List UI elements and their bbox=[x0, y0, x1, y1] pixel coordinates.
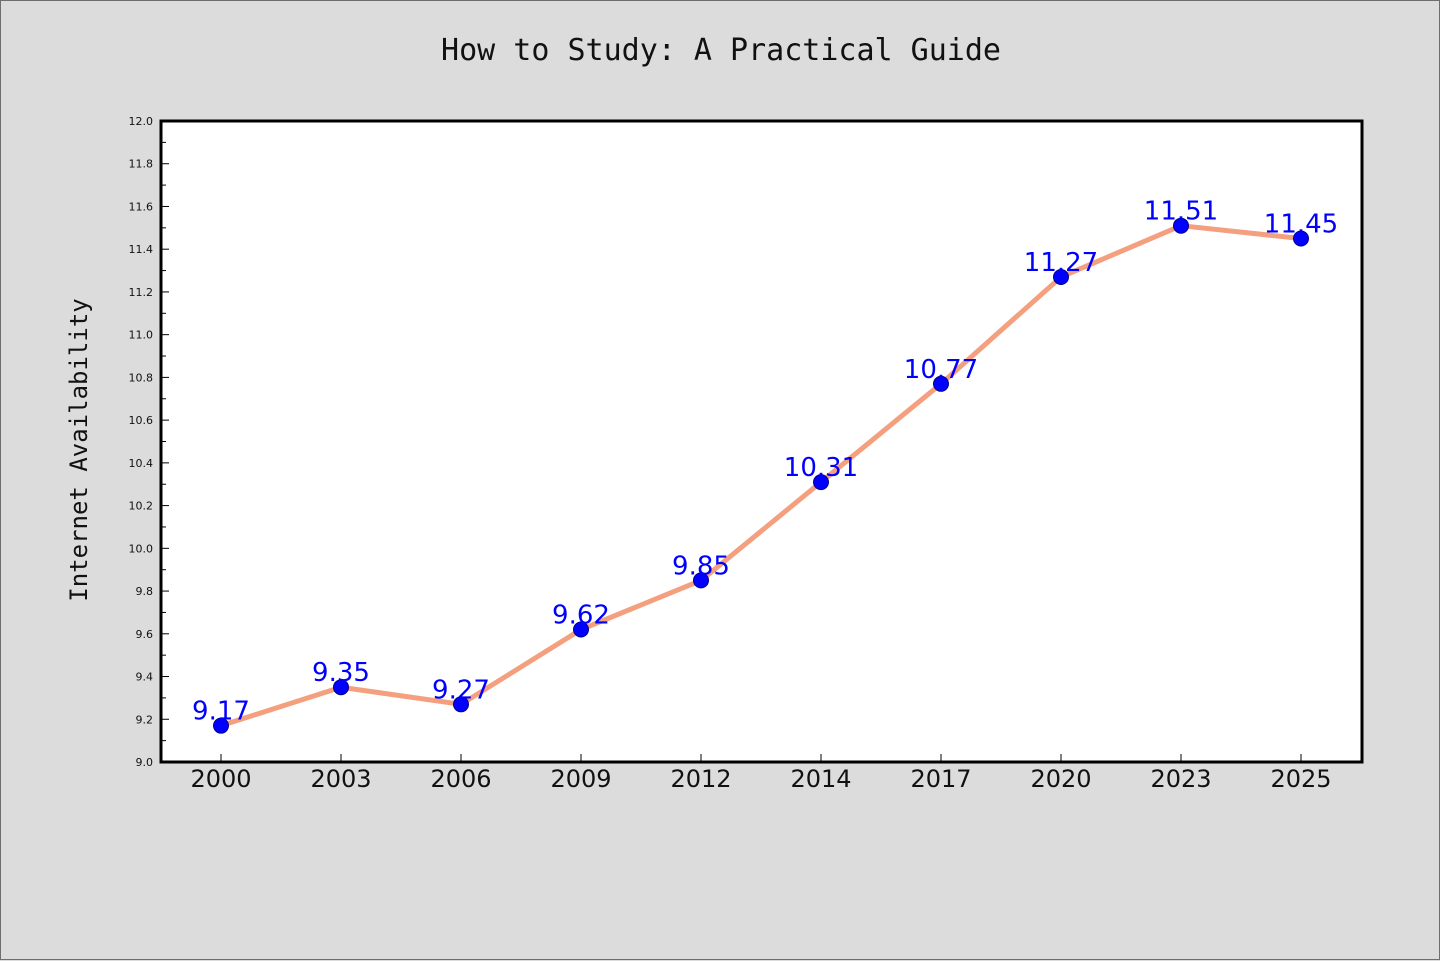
x-tick-label: 2025 bbox=[1270, 765, 1331, 793]
y-tick-label: 9.4 bbox=[136, 671, 154, 684]
x-tick-label: 2006 bbox=[430, 765, 491, 793]
data-point bbox=[573, 621, 589, 638]
y-tick-label: 10.2 bbox=[129, 500, 154, 513]
data-labels-layer: 9.17 9.35 9.27 9.62 9.85 10.31 10.77 11.27 11.51… bbox=[192, 197, 1338, 727]
plot-frame bbox=[159, 119, 1364, 764]
series-layer bbox=[213, 217, 1309, 734]
data-point bbox=[693, 572, 709, 589]
y-tick-label: 10.4 bbox=[129, 457, 154, 470]
data-point bbox=[1053, 268, 1069, 285]
y-tick-label: 11.6 bbox=[129, 200, 154, 213]
data-point bbox=[453, 696, 469, 713]
x-tick-label: 2023 bbox=[1150, 765, 1211, 793]
chart-title: How to Study: A Practical Guide bbox=[441, 33, 1001, 68]
y-tick-label: 11.8 bbox=[129, 158, 154, 171]
x-tick-label: 2020 bbox=[1030, 765, 1091, 793]
data-label: 10.31 bbox=[784, 453, 858, 483]
y-axis-label: Internet Availability bbox=[65, 298, 93, 601]
y-tick-label: 10.6 bbox=[129, 414, 154, 427]
x-tick-label: 2014 bbox=[790, 765, 851, 793]
y-tick-label: 9.8 bbox=[136, 585, 154, 598]
data-label: 9.17 bbox=[192, 697, 250, 727]
data-label: 11.27 bbox=[1024, 248, 1098, 278]
y-tick-label: 10.8 bbox=[129, 371, 154, 384]
data-label: 11.51 bbox=[1144, 197, 1218, 227]
data-label: 9.85 bbox=[672, 551, 730, 581]
y-tick-label: 10.0 bbox=[129, 542, 154, 555]
y-tick-label: 11.4 bbox=[129, 243, 154, 256]
y-tick-label: 11.0 bbox=[129, 329, 154, 342]
y-tick-label: 9.2 bbox=[136, 713, 154, 726]
y-tick-label: 11.2 bbox=[129, 286, 154, 299]
x-tick-label: 2009 bbox=[550, 765, 611, 793]
data-point bbox=[1293, 230, 1309, 247]
data-point bbox=[333, 679, 349, 696]
data-point bbox=[1173, 217, 1189, 234]
y-tick-label: 12.0 bbox=[129, 115, 154, 128]
x-tick-label: 2017 bbox=[910, 765, 971, 793]
plot-area bbox=[161, 121, 1362, 762]
data-label: 11.45 bbox=[1264, 210, 1338, 240]
series-line bbox=[218, 223, 1304, 729]
data-point bbox=[813, 474, 829, 491]
x-tick-label: 2012 bbox=[670, 765, 731, 793]
data-point bbox=[213, 717, 229, 734]
x-tick-label: 2003 bbox=[310, 765, 371, 793]
data-label: 10.77 bbox=[904, 355, 978, 385]
data-label: 9.62 bbox=[552, 601, 610, 631]
data-label: 9.27 bbox=[432, 675, 490, 705]
data-label: 9.35 bbox=[312, 658, 370, 688]
data-point bbox=[933, 375, 949, 392]
y-axis: 9.0 9.2 9.4 9.6 9.8 10.0 10.2 10.4 10.6 10.8 11.0 1… bbox=[129, 115, 169, 769]
y-tick-label: 9.6 bbox=[136, 628, 154, 641]
x-axis: 2000 2003 2006 2009 2012 2014 2017 2020 2023 2025 bbox=[190, 754, 1332, 793]
y-tick-label: 9.0 bbox=[136, 756, 154, 769]
x-tick-label: 2000 bbox=[190, 765, 251, 793]
